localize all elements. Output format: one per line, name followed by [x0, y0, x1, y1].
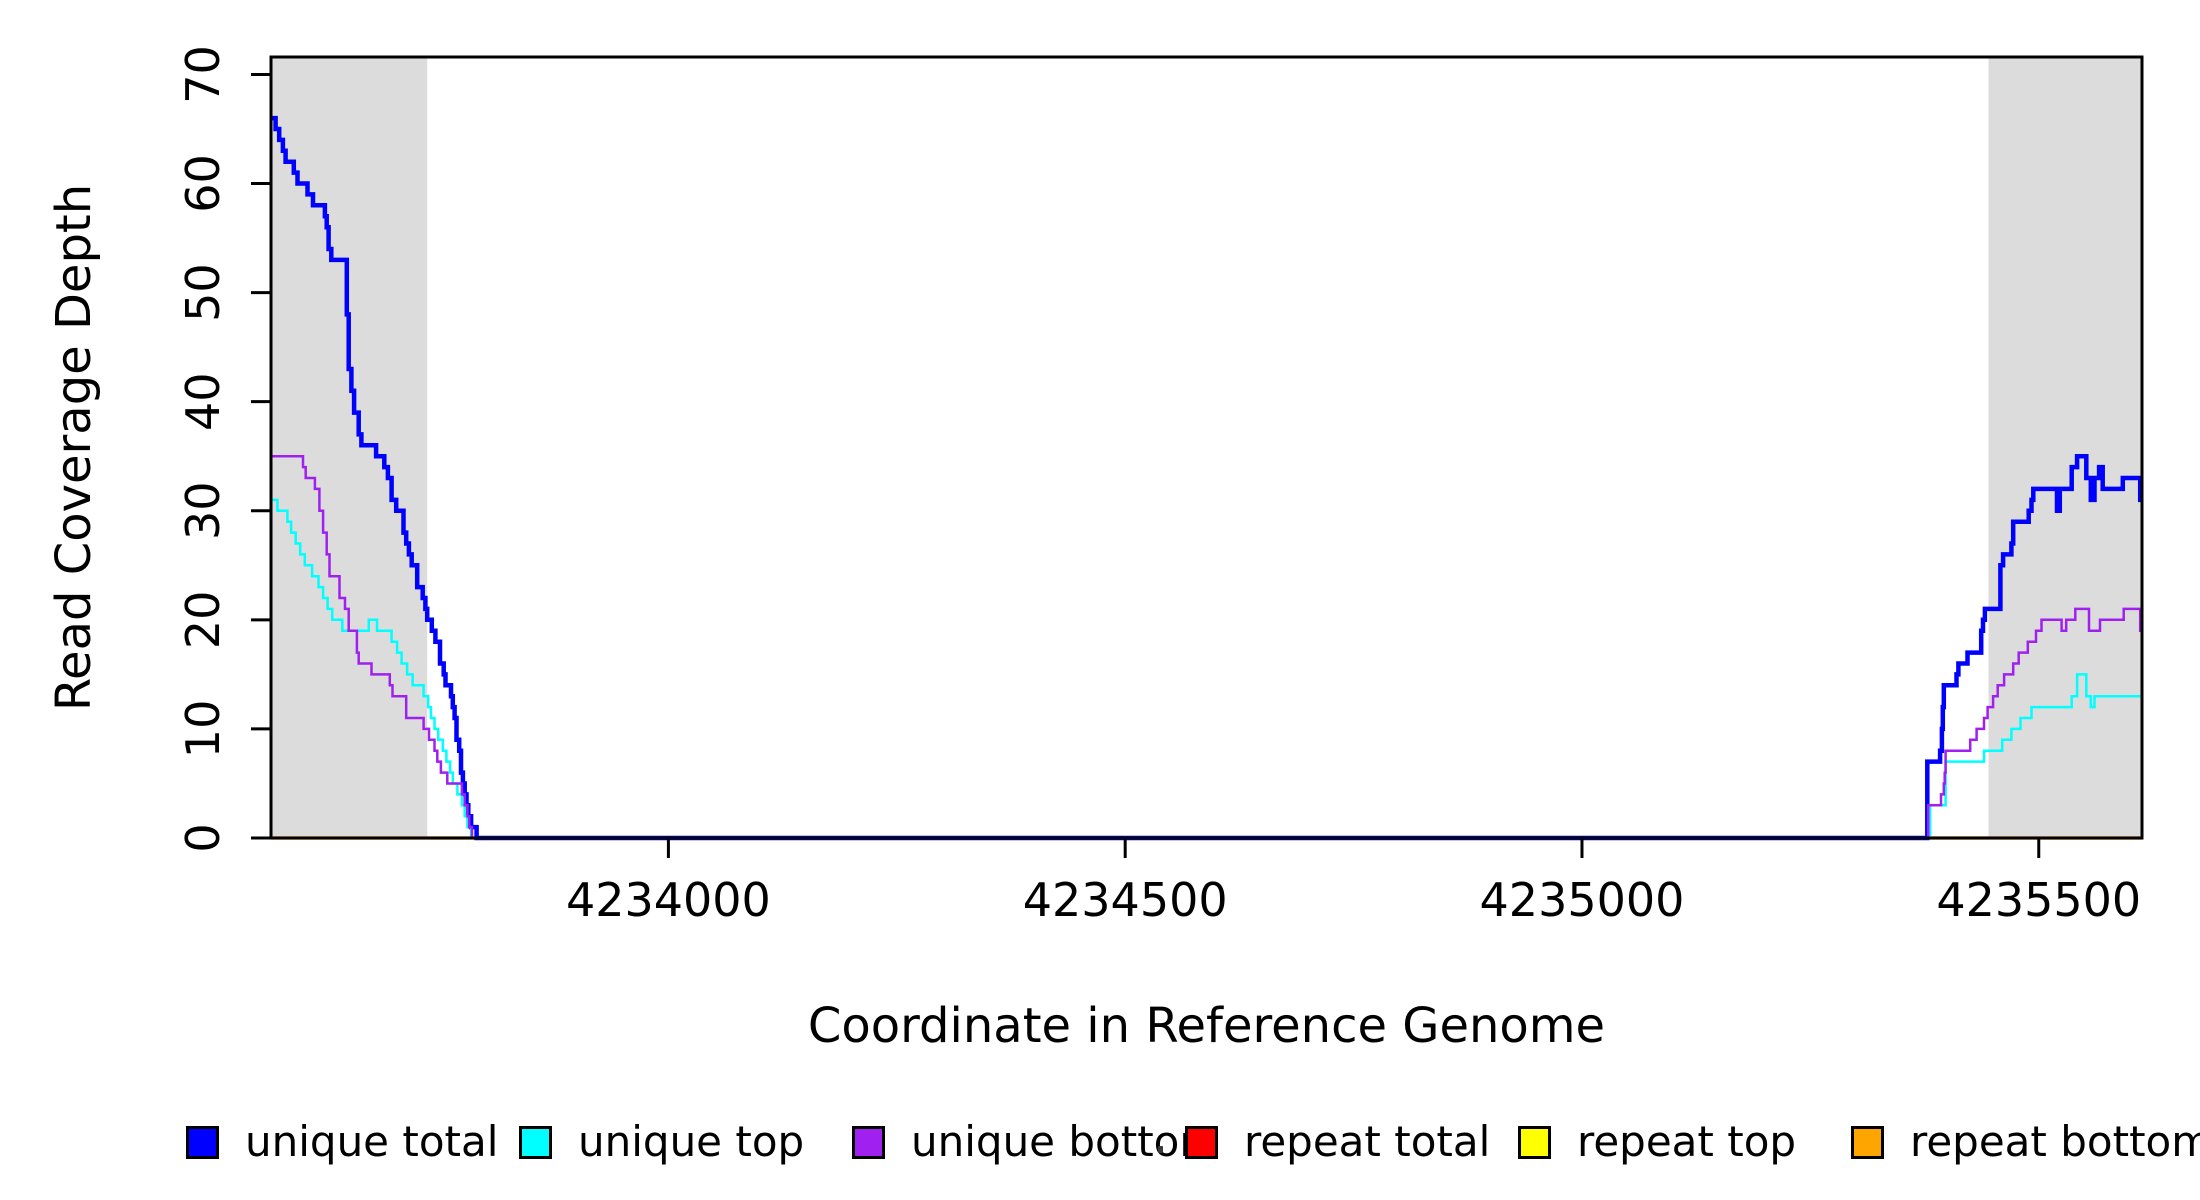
y-tick-label: 30 — [176, 481, 230, 540]
y-tick-label: 40 — [176, 372, 230, 431]
stray-dot-artifact — [1158, 1146, 1163, 1153]
x-tick-label: 4235500 — [1936, 873, 2141, 927]
y-tick-label: 0 — [176, 823, 230, 852]
legend-swatch-icon — [1851, 1125, 1884, 1159]
y-tick-label: 50 — [176, 263, 230, 322]
legend-swatch-icon — [1185, 1125, 1218, 1159]
legend-item-label: repeat bottom — [1910, 1117, 2200, 1166]
legend-item-repeat-total: repeat total — [1185, 1120, 1490, 1164]
x-axis-title: Coordinate in Reference Genome — [808, 998, 1605, 1054]
repeat-region-shading — [1988, 57, 2142, 838]
legend-swatch-icon — [186, 1125, 219, 1159]
plot-border — [269, 55, 2144, 840]
series-line-unique-total — [271, 115, 2143, 841]
x-tick-label: 4234500 — [1023, 873, 1228, 927]
series-line-unique-bottom — [271, 454, 2142, 840]
repeat-region-shading — [271, 57, 428, 838]
legend-swatch-icon — [852, 1125, 885, 1159]
legend-item-label: repeat total — [1244, 1117, 1491, 1166]
legend-item-unique-top: unique top — [519, 1120, 804, 1164]
y-tick-label: 60 — [176, 154, 230, 213]
y-tick-label: 70 — [176, 45, 230, 104]
legend-item-label: unique top — [578, 1117, 805, 1166]
y-tick-label: 10 — [176, 700, 230, 759]
legend-item-unique-total: unique total — [186, 1120, 498, 1164]
y-axis-title: Read Coverage Depth — [46, 184, 102, 711]
series-line-unique-top — [271, 498, 2142, 840]
legend-swatch-icon — [1518, 1125, 1551, 1159]
x-tick-label: 4234000 — [566, 873, 771, 927]
legend-item-label: repeat top — [1577, 1117, 1797, 1166]
legend-item-repeat-top: repeat top — [1518, 1120, 1796, 1164]
legend-item-label: unique total — [245, 1117, 499, 1166]
x-tick-label: 4235000 — [1480, 873, 1685, 927]
legend-item-repeat-bottom: repeat bottom — [1851, 1120, 2200, 1164]
legend-item-label: unique bottom — [911, 1117, 1221, 1166]
y-tick-label: 20 — [176, 591, 230, 650]
legend-swatch-icon — [519, 1125, 552, 1159]
legend-item-unique-bottom: unique bottom — [852, 1120, 1220, 1164]
